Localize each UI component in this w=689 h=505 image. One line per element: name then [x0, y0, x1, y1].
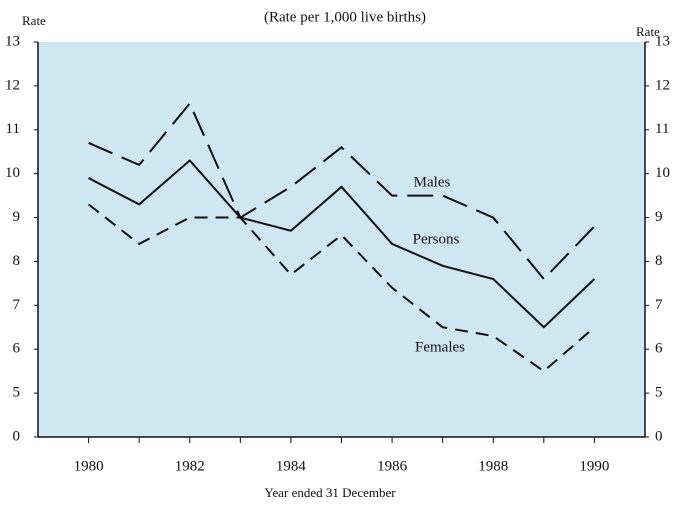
y2-tick-label: 0 — [655, 428, 663, 444]
y2-tick-label: 12 — [655, 77, 670, 93]
y-tick-label: 10 — [5, 165, 20, 181]
y-tick-label: 12 — [5, 77, 20, 93]
y2-tick-label: 8 — [655, 253, 663, 269]
y2-tick-label: 6 — [655, 341, 663, 357]
y-tick-label: 6 — [13, 341, 21, 357]
series-label: Males — [414, 174, 451, 190]
series-label: Females — [415, 339, 465, 355]
series-line — [88, 101, 596, 281]
x-tick-label: 1990 — [579, 458, 609, 474]
plot-area — [38, 42, 645, 437]
y-tick-label: 13 — [5, 33, 20, 49]
y-axis-label: Rate — [22, 13, 46, 28]
y-tick-label: 11 — [6, 121, 20, 137]
series-line — [88, 159, 596, 329]
y-tick-label: 5 — [13, 385, 21, 401]
x-tick-label: 1984 — [276, 458, 307, 474]
chart-title: (Rate per 1,000 live births) — [264, 9, 426, 25]
x-tick-label: 1982 — [175, 458, 205, 474]
x-tick-label: 1986 — [377, 458, 408, 474]
series-label: Persons — [413, 231, 460, 247]
y-tick-label: 9 — [13, 209, 21, 225]
y2-tick-label: 9 — [655, 209, 663, 225]
y2-tick-label: 10 — [655, 165, 670, 181]
y2-tick-label: 11 — [655, 121, 669, 137]
x-tick-label: 1980 — [74, 458, 104, 474]
y-tick-label: 8 — [13, 253, 21, 269]
y-tick-label: 7 — [13, 297, 21, 313]
x-tick-label: 1988 — [478, 458, 508, 474]
y2-axis-label: Rate — [636, 24, 660, 39]
y-tick-label: 0 — [13, 428, 21, 444]
y2-tick-label: 5 — [655, 385, 663, 401]
y2-tick-label: 7 — [655, 297, 663, 313]
x-axis-label: Year ended 31 December — [264, 485, 396, 500]
y2-tick-label: 13 — [655, 33, 670, 49]
